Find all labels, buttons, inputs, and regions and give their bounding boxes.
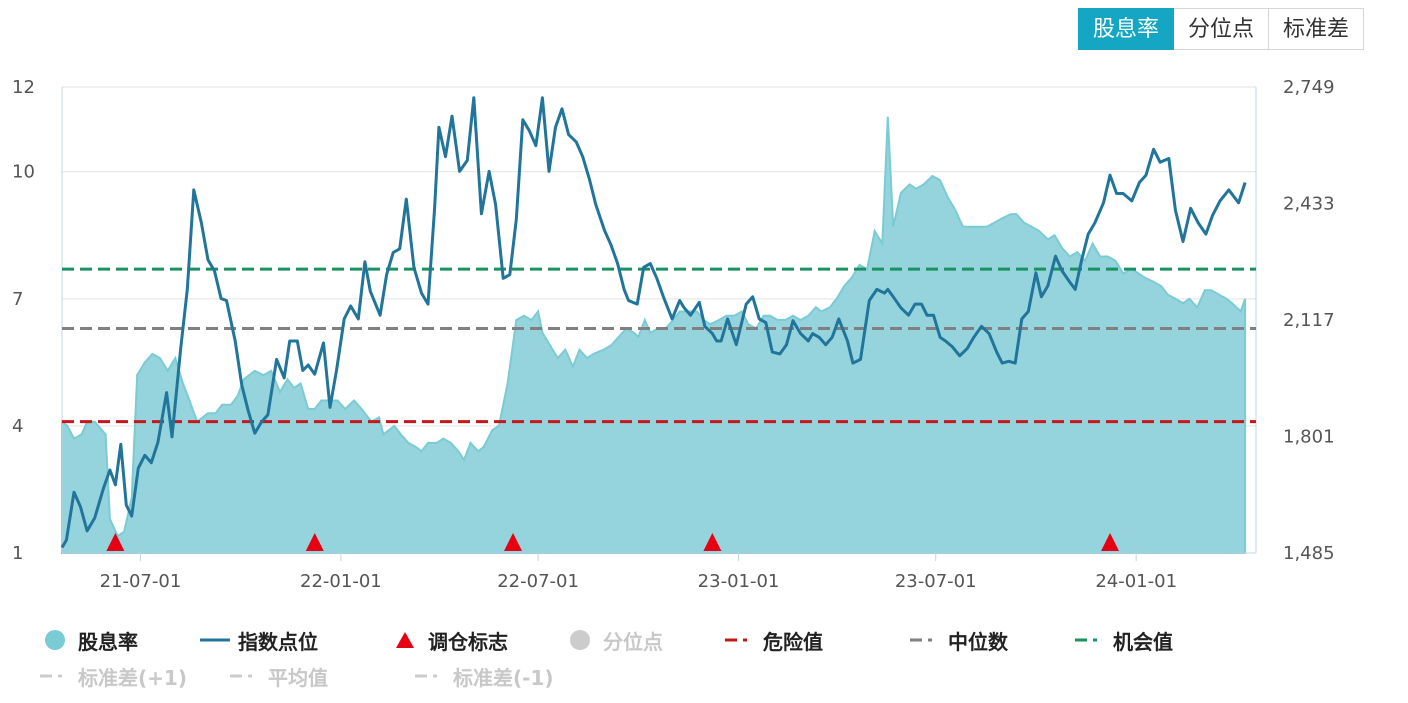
x-tick-label: 22-01-01 [300, 571, 382, 592]
legend-item[interactable]: 指数点位 [200, 626, 390, 655]
legend-item[interactable]: 危险值 [725, 626, 910, 655]
tab-percentile[interactable]: 分位点 [1174, 8, 1270, 50]
dividend-yield-chart: 1 4 7 10 12 1,485 1,801 2,117 2,433 2,749 21-07-01… [12, 77, 1335, 592]
circle-icon [40, 630, 70, 650]
legend-label: 指数点位 [238, 629, 318, 654]
legend-label: 机会值 [1113, 629, 1173, 654]
legend-item[interactable]: 机会值 [1075, 626, 1225, 655]
legend-item[interactable]: 股息率 [40, 626, 200, 655]
legend-label: 分位点 [603, 629, 663, 654]
x-tick-label: 21-07-01 [100, 571, 182, 592]
dividend-yield-area [61, 116, 1247, 554]
legend-label: 危险值 [763, 629, 823, 654]
x-tick-label: 23-01-01 [698, 571, 780, 592]
line-icon [200, 630, 230, 650]
legend-label: 中位数 [948, 629, 1008, 654]
y-right-tick-label: 2,749 [1283, 77, 1335, 98]
dashdot-icon [1075, 630, 1105, 650]
legend-label: 调仓标志 [428, 629, 508, 654]
dashdot-icon [415, 666, 445, 686]
y-left-tick-label: 12 [12, 77, 35, 98]
rebalance-marker [504, 533, 523, 551]
legend-item[interactable]: 分位点 [565, 626, 725, 655]
y-left-tick-label: 4 [12, 416, 23, 437]
circle-icon [565, 630, 595, 650]
legend-label: 标准差(-1) [453, 665, 554, 690]
legend-label: 标准差(+1) [78, 665, 187, 690]
legend: 股息率 指数点位 调仓标志 分位点 危险值 中位数 机会值 标准差(+1) 平均值 标准差(-1… [40, 622, 1380, 694]
legend-item[interactable]: 标准差(+1) [40, 662, 230, 691]
x-tick-label: 24-01-01 [1095, 571, 1177, 592]
x-tick-label: 22-07-01 [497, 571, 579, 592]
x-tick-label: 23-07-01 [895, 571, 977, 592]
rebalance-marker [305, 533, 324, 551]
y-right-tick-label: 2,433 [1283, 194, 1335, 215]
y-left-tick-label: 7 [12, 289, 23, 310]
tab-dividend-yield[interactable]: 股息率 [1078, 8, 1175, 50]
y-left-tick-label: 10 [12, 162, 35, 183]
legend-item[interactable]: 标准差(-1) [415, 662, 605, 691]
y-left-tick-label: 1 [12, 543, 23, 564]
legend-item[interactable]: 中位数 [910, 626, 1075, 655]
dashdot-icon [725, 630, 755, 650]
legend-label: 平均值 [268, 665, 328, 690]
rebalance-marker [1101, 533, 1120, 551]
y-right-tick-label: 1,485 [1283, 543, 1335, 564]
y-right-tick-label: 1,801 [1283, 427, 1335, 448]
rebalance-marker [106, 533, 125, 551]
legend-label: 股息率 [78, 629, 138, 654]
legend-item[interactable]: 平均值 [230, 662, 415, 691]
dashdot-icon [910, 630, 940, 650]
dashdot-icon [40, 666, 70, 686]
legend-item[interactable]: 调仓标志 [390, 626, 565, 655]
rebalance-marker [703, 533, 722, 551]
index-level-line [60, 96, 1247, 549]
tab-std-dev[interactable]: 标准差 [1269, 8, 1365, 50]
triangle-icon [390, 630, 420, 650]
chart-mode-tabs: 股息率 分位点 标准差 [1078, 8, 1365, 50]
y-right-tick-label: 2,117 [1283, 310, 1335, 331]
dashdot-icon [230, 666, 260, 686]
